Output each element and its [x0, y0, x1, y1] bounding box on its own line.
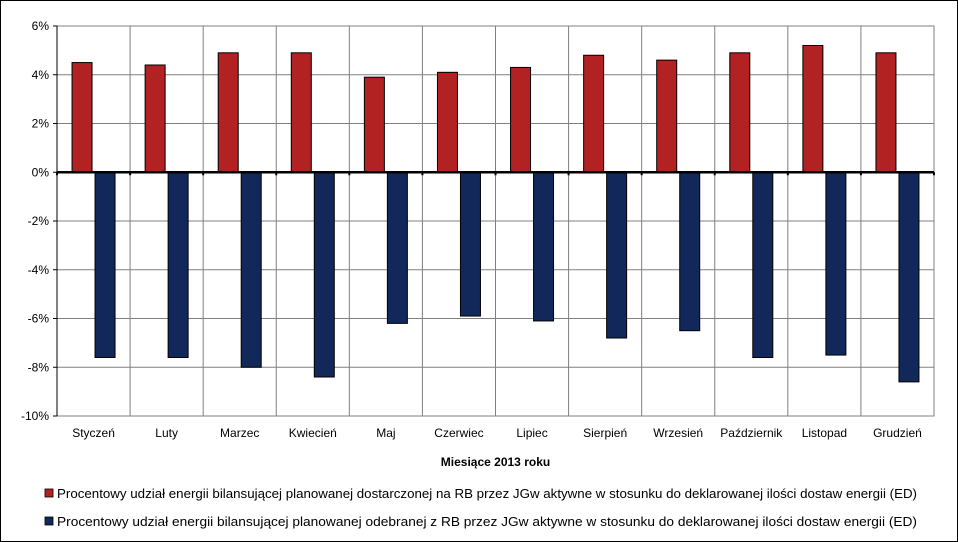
bar-supplied	[363, 76, 385, 173]
x-tick-label: Maj	[376, 426, 395, 440]
y-tick-label: 6%	[32, 19, 50, 33]
bar-supplied	[436, 71, 458, 173]
y-tick-label: -2%	[28, 214, 50, 228]
y-tick-label: -10%	[21, 409, 49, 423]
y-tick-label: 2%	[32, 117, 50, 131]
bar-received	[240, 171, 262, 368]
bar-supplied	[802, 45, 824, 173]
legend-swatch-supplied	[44, 488, 54, 498]
bar-supplied	[144, 64, 166, 173]
bar-received	[606, 171, 628, 339]
bars	[71, 45, 920, 383]
y-tick-label: -8%	[28, 360, 50, 374]
x-tick-label: Październik	[720, 426, 783, 440]
y-tick-labels: 6% 4% 2% 0% -2% -4% -6% -8% -10%	[21, 19, 49, 423]
x-tick-labels: Styczeń Luty Marzec Kwiecień Maj Czerwiec Lipi…	[72, 426, 922, 440]
x-tick-label: Kwiecień	[289, 426, 337, 440]
y-tick-label: 0%	[32, 165, 50, 179]
bar-received	[313, 171, 335, 378]
x-tick-label: Marzec	[220, 426, 259, 440]
bar-supplied	[71, 62, 93, 173]
x-tick-label: Styczeń	[72, 426, 115, 440]
y-tick-label: -4%	[28, 263, 50, 277]
bar-supplied	[510, 66, 532, 173]
bar-supplied	[656, 59, 678, 173]
bar-supplied	[583, 54, 605, 173]
x-tick-label: Czerwiec	[434, 426, 483, 440]
x-tick-label: Grudzień	[873, 426, 922, 440]
y-tick-label: 4%	[32, 68, 50, 82]
bar-received	[94, 171, 116, 358]
bar-received	[752, 171, 774, 358]
bar-supplied	[217, 52, 239, 173]
bar-received	[386, 171, 408, 324]
bar-received	[898, 171, 920, 383]
bar-received	[167, 171, 189, 358]
bar-received	[459, 171, 481, 317]
x-tick-label: Listopad	[802, 426, 847, 440]
x-tick-label: Sierpień	[583, 426, 627, 440]
legend: Procentowy udział energii bilansującej p…	[44, 487, 917, 529]
x-tick-label: Luty	[155, 426, 178, 440]
bar-received	[679, 171, 701, 332]
legend-swatch-received	[44, 516, 54, 526]
legend-label-received: Procentowy udział energii bilansującej p…	[57, 515, 917, 529]
bar-supplied	[729, 52, 751, 173]
bar-supplied	[875, 52, 897, 173]
axes	[53, 25, 935, 417]
x-axis-label: Miesiące 2013 roku	[441, 455, 550, 469]
x-tick-label: Lipiec	[516, 426, 547, 440]
bar-received	[533, 171, 555, 322]
x-tick-label: Wrzesień	[653, 426, 703, 440]
legend-label-supplied: Procentowy udział energii bilansującej p…	[57, 487, 917, 501]
bar-supplied	[290, 52, 312, 173]
bar-received	[825, 171, 847, 356]
y-tick-label: -6%	[28, 312, 50, 326]
